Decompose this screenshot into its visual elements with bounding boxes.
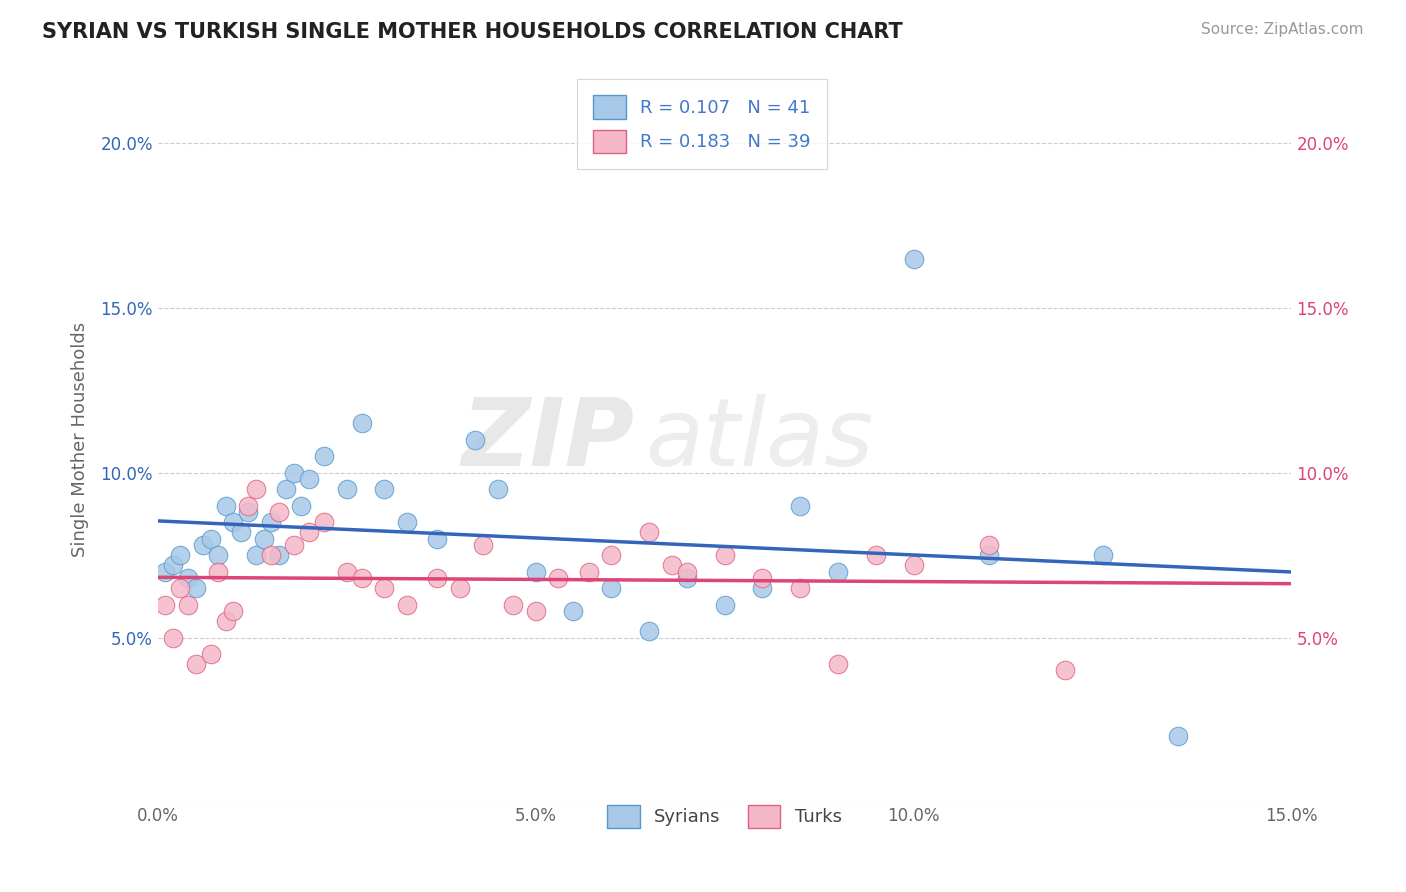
Point <box>827 565 849 579</box>
Point <box>290 499 312 513</box>
Point <box>298 525 321 540</box>
Point <box>350 571 373 585</box>
Point <box>245 483 267 497</box>
Point <box>979 538 1001 552</box>
Point <box>260 548 283 562</box>
Point <box>562 604 585 618</box>
Point <box>283 538 305 552</box>
Point <box>252 532 274 546</box>
Point <box>675 565 697 579</box>
Point <box>1053 664 1076 678</box>
Point <box>260 515 283 529</box>
Point <box>827 657 849 671</box>
Point <box>207 565 229 579</box>
Text: ZIP: ZIP <box>461 394 634 486</box>
Point <box>336 565 359 579</box>
Point <box>713 548 735 562</box>
Point <box>464 433 486 447</box>
Point <box>184 581 207 595</box>
Point <box>238 505 260 519</box>
Point <box>600 581 623 595</box>
Point <box>373 483 395 497</box>
Point <box>312 515 335 529</box>
Point <box>169 548 191 562</box>
Point <box>162 558 184 572</box>
Point <box>215 499 238 513</box>
Point <box>426 532 449 546</box>
Point <box>486 483 509 497</box>
Point <box>238 499 260 513</box>
Point <box>1167 730 1189 744</box>
Point <box>200 647 222 661</box>
Point <box>524 565 547 579</box>
Point <box>638 525 661 540</box>
Point <box>426 571 449 585</box>
Point <box>675 571 697 585</box>
Point <box>215 614 238 628</box>
Point <box>184 657 207 671</box>
Point <box>547 571 569 585</box>
Point <box>751 581 773 595</box>
Point <box>312 450 335 464</box>
Point <box>222 604 245 618</box>
Point <box>162 631 184 645</box>
Point <box>638 624 661 638</box>
Point <box>191 538 214 552</box>
Point <box>245 548 267 562</box>
Point <box>713 598 735 612</box>
Point <box>155 565 177 579</box>
Legend: Syrians, Turks: Syrians, Turks <box>591 789 858 844</box>
Point <box>267 505 290 519</box>
Text: atlas: atlas <box>645 394 873 485</box>
Point <box>222 515 245 529</box>
Point <box>396 598 419 612</box>
Text: Source: ZipAtlas.com: Source: ZipAtlas.com <box>1201 22 1364 37</box>
Point <box>350 417 373 431</box>
Point <box>177 571 200 585</box>
Point <box>267 548 290 562</box>
Point <box>471 538 494 552</box>
Point <box>449 581 471 595</box>
Point <box>207 548 229 562</box>
Y-axis label: Single Mother Households: Single Mother Households <box>72 322 89 558</box>
Point <box>373 581 395 595</box>
Point <box>298 472 321 486</box>
Point <box>1091 548 1114 562</box>
Point <box>865 548 887 562</box>
Point <box>524 604 547 618</box>
Point <box>229 525 252 540</box>
Point <box>903 558 925 572</box>
Point <box>979 548 1001 562</box>
Point <box>751 571 773 585</box>
Point <box>177 598 200 612</box>
Point <box>903 252 925 266</box>
Point <box>789 499 811 513</box>
Point <box>200 532 222 546</box>
Point <box>600 548 623 562</box>
Point <box>661 558 683 572</box>
Point <box>336 483 359 497</box>
Point <box>502 598 524 612</box>
Text: SYRIAN VS TURKISH SINGLE MOTHER HOUSEHOLDS CORRELATION CHART: SYRIAN VS TURKISH SINGLE MOTHER HOUSEHOL… <box>42 22 903 42</box>
Point <box>396 515 419 529</box>
Point <box>276 483 298 497</box>
Point <box>283 466 305 480</box>
Point <box>578 565 600 579</box>
Point <box>789 581 811 595</box>
Point <box>155 598 177 612</box>
Point <box>169 581 191 595</box>
